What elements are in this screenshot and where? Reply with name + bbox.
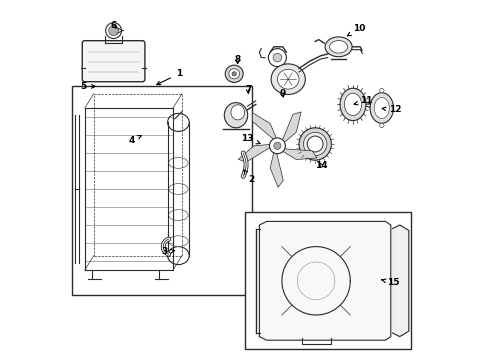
Text: 13: 13 (242, 134, 260, 144)
Ellipse shape (231, 105, 245, 120)
Text: 8: 8 (234, 55, 241, 64)
Ellipse shape (168, 113, 189, 131)
Text: 15: 15 (382, 278, 400, 287)
Text: 7: 7 (245, 85, 251, 94)
Polygon shape (282, 112, 301, 143)
Ellipse shape (303, 132, 327, 156)
Ellipse shape (169, 210, 188, 220)
Polygon shape (259, 221, 391, 340)
Circle shape (274, 142, 281, 149)
Ellipse shape (169, 184, 188, 194)
Text: 11: 11 (354, 96, 373, 105)
Ellipse shape (277, 69, 299, 89)
Text: 9: 9 (279, 89, 286, 98)
Ellipse shape (299, 128, 331, 160)
Ellipse shape (340, 88, 366, 121)
Ellipse shape (225, 65, 243, 82)
Text: 12: 12 (382, 105, 401, 114)
Circle shape (109, 26, 119, 36)
Ellipse shape (229, 69, 240, 79)
Ellipse shape (370, 93, 393, 123)
Text: 10: 10 (347, 24, 366, 36)
Polygon shape (252, 113, 276, 140)
Bar (72, 86, 252, 295)
Polygon shape (270, 152, 283, 187)
Ellipse shape (168, 247, 189, 265)
Ellipse shape (271, 64, 305, 94)
Text: 2: 2 (244, 170, 255, 184)
Ellipse shape (330, 40, 347, 53)
Bar (245, 212, 411, 349)
Circle shape (270, 138, 285, 154)
Ellipse shape (325, 37, 352, 57)
Circle shape (269, 49, 286, 67)
Polygon shape (392, 225, 409, 337)
Text: 5: 5 (80, 82, 95, 91)
Text: 14: 14 (315, 161, 328, 170)
Circle shape (380, 123, 384, 127)
Circle shape (106, 23, 122, 39)
Circle shape (307, 136, 323, 152)
Text: 1: 1 (157, 69, 182, 85)
Ellipse shape (169, 236, 188, 247)
Polygon shape (282, 149, 317, 159)
Text: 4: 4 (129, 136, 141, 145)
Polygon shape (238, 144, 270, 162)
FancyBboxPatch shape (82, 41, 145, 82)
Circle shape (380, 89, 384, 93)
Text: 6: 6 (110, 21, 116, 30)
Text: 3: 3 (161, 248, 174, 256)
Ellipse shape (224, 103, 248, 128)
Ellipse shape (344, 93, 362, 116)
Ellipse shape (374, 98, 390, 118)
Ellipse shape (169, 158, 188, 168)
Circle shape (273, 53, 282, 62)
Ellipse shape (232, 72, 236, 76)
